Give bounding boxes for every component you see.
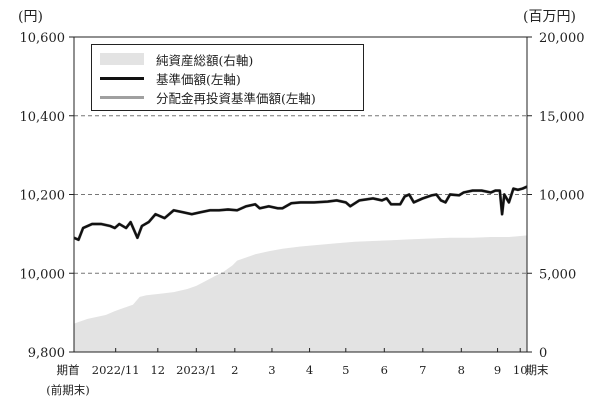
x-tick-label: 10 bbox=[513, 363, 528, 377]
right-tick-label: 15,000 bbox=[539, 110, 585, 125]
x-tick-label: 7 bbox=[419, 363, 426, 377]
legend: 純資産総額(右軸) 基準価額(左軸) 分配金再投資基準価額(左軸) bbox=[91, 44, 364, 111]
series-area-net-assets bbox=[74, 235, 527, 352]
x-tick-label: 3 bbox=[268, 363, 275, 377]
x-tick-label: 2 bbox=[231, 363, 238, 377]
legend-item-nav-reinvested: 分配金再投資基準価額(左軸) bbox=[100, 88, 316, 106]
x-tick-label: 期首 bbox=[57, 363, 80, 377]
right-tick-label: 5,000 bbox=[539, 267, 576, 282]
right-tick-label: 10,000 bbox=[539, 189, 585, 204]
legend-label-net-assets: 純資産総額(右軸) bbox=[156, 52, 254, 68]
legend-label-nav: 基準価額(左軸) bbox=[156, 71, 241, 87]
right-tick-label: 0 bbox=[539, 346, 547, 361]
left-tick-label: 10,400 bbox=[20, 110, 66, 125]
x-tick-label: 4 bbox=[306, 363, 313, 377]
x-tick-label: 6 bbox=[381, 363, 388, 377]
legend-swatch-net-assets bbox=[100, 53, 144, 65]
x-tick-label: 5 bbox=[342, 363, 349, 377]
left-tick-label: 10,600 bbox=[20, 31, 66, 46]
legend-swatch-nav bbox=[100, 76, 144, 80]
legend-swatch-nav-reinvested bbox=[100, 95, 144, 99]
legend-item-net-assets: 純資産総額(右軸) bbox=[100, 50, 253, 68]
x-tick-label: 2022/11 bbox=[92, 363, 140, 377]
right-tick-label: 20,000 bbox=[539, 31, 585, 46]
x-tick-label: 12 bbox=[150, 363, 165, 377]
right-axis-unit: (百万円) bbox=[523, 9, 576, 25]
x-tick-label: 2023/1 bbox=[176, 363, 216, 377]
left-axis-unit: (円) bbox=[18, 9, 43, 25]
left-tick-label: 9,800 bbox=[28, 346, 65, 361]
legend-label-nav-reinvested: 分配金再投資基準価額(左軸) bbox=[156, 90, 316, 106]
series-line-nav bbox=[73, 185, 528, 242]
x-tick-label: 9 bbox=[494, 363, 501, 377]
left-tick-label: 10,000 bbox=[20, 267, 66, 282]
legend-item-nav: 基準価額(左軸) bbox=[100, 69, 241, 87]
x-tick-label: 8 bbox=[458, 363, 465, 377]
x-tick-label: 期末 bbox=[526, 363, 549, 377]
x-tick-sublabel: (前期末) bbox=[46, 383, 89, 397]
left-tick-label: 10,200 bbox=[20, 189, 66, 204]
